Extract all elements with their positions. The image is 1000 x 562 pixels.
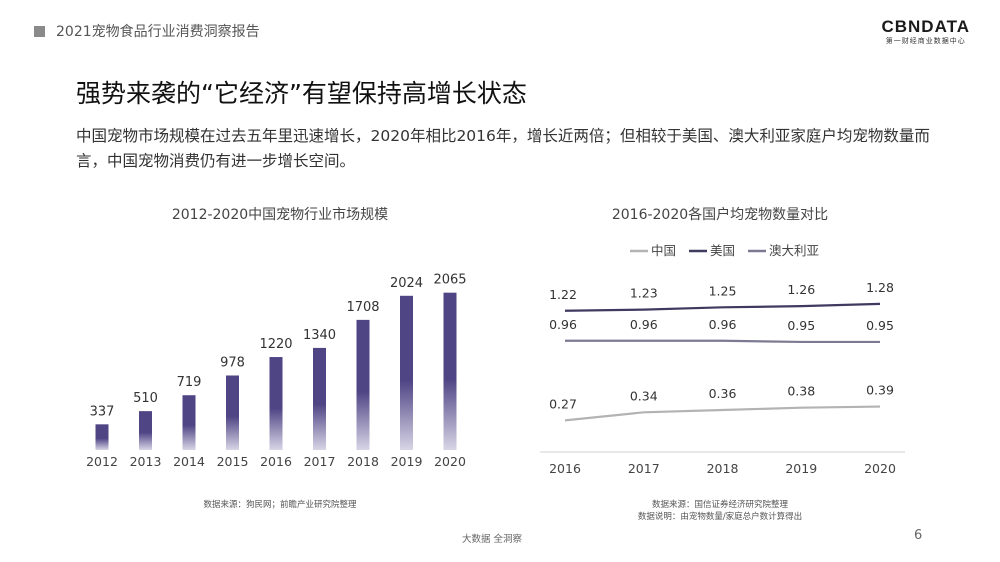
x-tick-label: 2018 (707, 461, 739, 476)
point-value-label: 0.96 (630, 317, 658, 332)
x-tick-label: 2015 (217, 454, 249, 469)
page-number: 6 (914, 528, 923, 543)
footer-slogan: 大数据 全洞察 (462, 534, 523, 545)
logo-main-text: CBNDATA (881, 17, 970, 36)
x-tick-label: 2017 (304, 454, 336, 469)
point-value-label: 0.36 (709, 386, 737, 401)
bar (400, 295, 413, 450)
x-tick-label: 2019 (785, 461, 817, 476)
point-value-label: 0.34 (630, 388, 658, 403)
point-value-label: 0.39 (866, 383, 894, 398)
x-tick-label: 2018 (347, 454, 379, 469)
page-title: 强势来袭的“它经济”有望保持高增长状态 (76, 79, 527, 108)
x-tick-label: 2014 (173, 454, 205, 469)
legend-label: 中国 (651, 243, 676, 258)
x-tick-label: 2020 (434, 454, 466, 469)
series-line (564, 302, 881, 312)
bar (139, 411, 152, 450)
bar-chart-title: 2012-2020中国宠物行业市场规模 (171, 207, 389, 223)
report-title: 2021宠物食品行业消费洞察报告 (56, 24, 260, 40)
x-tick-label: 2012 (86, 454, 118, 469)
bar-value-label: 978 (220, 355, 245, 370)
bar (269, 357, 283, 450)
line-chart-source-line2: 数据说明：由宠物数量/家庭总户数计算得出 (637, 512, 803, 522)
bar (356, 319, 370, 450)
point-value-label: 0.95 (787, 318, 815, 333)
bar (226, 375, 239, 450)
point-value-label: 1.23 (630, 286, 658, 301)
line-chart-source: 数据来源：国信证券经济研究院整理 数据说明：由宠物数量/家庭总户数计算得出 (530, 499, 910, 523)
x-tick-label: 2016 (549, 461, 581, 476)
line-chart-source-line1: 数据来源：国信证券经济研究院整理 (651, 500, 788, 510)
point-value-label: 1.26 (787, 282, 815, 297)
point-value-label: 0.96 (709, 317, 737, 332)
point-value-label: 0.95 (866, 318, 894, 333)
x-tick-label: 2020 (864, 461, 896, 476)
x-tick-label: 2016 (260, 454, 292, 469)
line-chart-title: 2016-2020各国户均宠物数量对比 (611, 207, 829, 223)
point-value-label: 0.96 (549, 317, 577, 332)
bar-value-label: 2065 (433, 273, 466, 288)
bar-value-label: 719 (177, 375, 202, 390)
point-value-label: 0.38 (787, 384, 815, 399)
legend-label: 澳大利亚 (769, 243, 819, 258)
bar (313, 347, 326, 450)
bar-value-label: 2024 (390, 276, 423, 291)
point-value-label: 1.22 (549, 287, 577, 302)
point-value-label: 1.25 (709, 283, 737, 298)
legend-label: 美国 (710, 243, 735, 258)
bar (182, 395, 196, 450)
bar (443, 292, 457, 450)
bar-value-label: 1708 (346, 300, 379, 315)
x-tick-label: 2013 (130, 454, 162, 469)
series-line (565, 339, 880, 344)
bar-value-label: 1220 (259, 337, 292, 352)
x-tick-label: 2019 (391, 454, 423, 469)
header-square-icon (34, 26, 45, 37)
point-value-label: 1.28 (866, 280, 894, 295)
intro-paragraph: 中国宠物市场规模在过去五年里迅速增长，2020年相比2016年，增长近两倍；但相… (76, 127, 930, 170)
bar-value-label: 337 (90, 404, 115, 419)
x-tick-label: 2017 (628, 461, 660, 476)
bar-chart-source: 数据来源：狗民网；前瞻产业研究院整理 (203, 500, 357, 510)
point-value-label: 0.27 (549, 396, 577, 411)
bar-value-label: 510 (133, 391, 158, 406)
cbndata-logo: CBNDATA 第一财经商业数据中心 (881, 18, 970, 46)
bar-value-label: 1340 (303, 328, 336, 343)
series-line (564, 405, 881, 422)
logo-sub-text: 第一财经商业数据中心 (885, 37, 966, 45)
bar (95, 424, 109, 450)
